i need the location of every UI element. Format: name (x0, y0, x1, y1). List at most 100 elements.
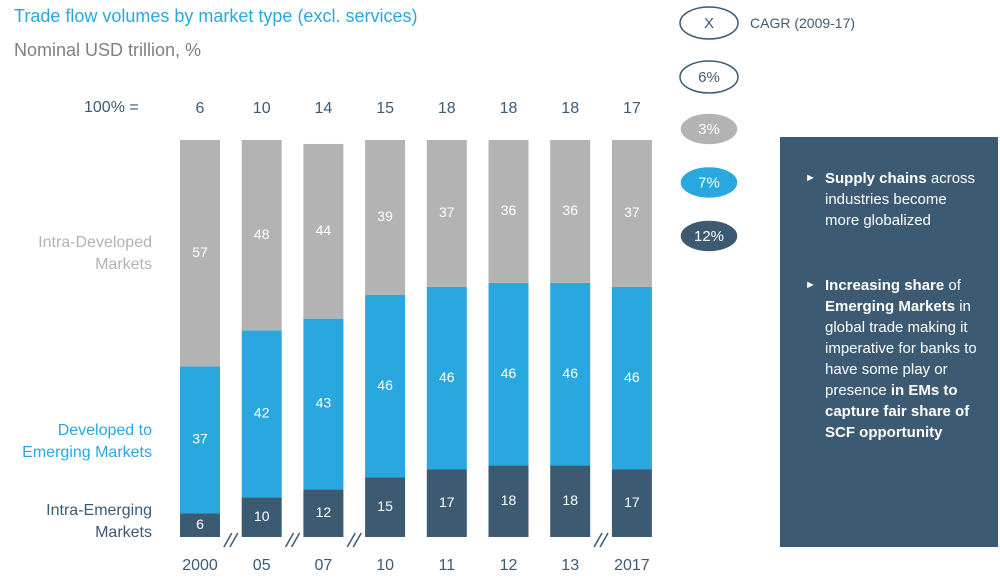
bar-segment (611, 140, 652, 287)
chart-subtitle: Nominal USD trillion, % (14, 40, 202, 60)
segment-label: 6 (196, 516, 204, 532)
segment-label: 18 (501, 492, 517, 508)
cagr-bubble (679, 6, 739, 40)
cagr-label: 12% (694, 228, 724, 245)
bar-segment (303, 143, 344, 319)
bar-segment (241, 330, 282, 498)
bar-segment (426, 469, 467, 537)
bar-segment (426, 286, 467, 470)
axis-break (223, 532, 233, 548)
bar-segment (303, 318, 344, 490)
axis-break (346, 532, 356, 548)
segment-label: 37 (439, 204, 455, 220)
segment-label: 18 (562, 492, 578, 508)
segment-label: 42 (254, 405, 270, 421)
x-tick-label: 2017 (614, 557, 650, 574)
note: ► Increasing share of Emerging Markets in… (805, 275, 985, 443)
bar-segment (550, 465, 591, 537)
note-text: Increasing share (825, 277, 945, 294)
note-text: Supply chains (825, 170, 927, 187)
segment-label: 46 (624, 369, 640, 385)
segment-label: 36 (501, 202, 517, 218)
segment-label: 57 (192, 244, 208, 260)
notes-panel: ► Supply chains across industries become … (780, 137, 998, 547)
segment-label: 37 (624, 204, 640, 220)
segment-label: 46 (377, 377, 393, 393)
bar-segment (241, 497, 282, 537)
total-label: 100% = (84, 99, 139, 116)
bar-segment (611, 286, 652, 470)
axis-break (593, 532, 603, 548)
segment-label: 43 (316, 395, 332, 411)
bullet: ► (805, 279, 816, 291)
total-value: 18 (438, 100, 456, 117)
cagr-bubble (679, 60, 739, 94)
bar-segment (488, 140, 529, 283)
note-text: Emerging Markets (825, 298, 956, 315)
axis-break (229, 532, 239, 548)
legend-label: Intra-Developed Markets (38, 234, 152, 273)
bar-segment (180, 140, 220, 367)
cagr-bubble (679, 219, 739, 253)
segment-label: 17 (624, 494, 640, 510)
segment-label: 17 (439, 494, 455, 510)
segment-label: 44 (316, 222, 332, 238)
total-value: 6 (196, 100, 205, 117)
bar-segment (488, 465, 529, 537)
total-value: 18 (561, 100, 579, 117)
note-text: across industries become more globalized (825, 170, 976, 229)
note-text: of (944, 277, 961, 294)
note-text: in EMs to capture fair share of SCF oppo… (825, 382, 970, 441)
cagr-label: 7% (698, 174, 720, 191)
total-value: 18 (500, 100, 518, 117)
segment-label: 12 (316, 504, 332, 520)
x-tick-label: 12 (500, 557, 518, 574)
bar-segment (550, 140, 591, 283)
bar-segment (365, 477, 406, 537)
x-tick-label: 11 (438, 557, 455, 574)
bar-segment (611, 469, 652, 537)
chart-title: Trade flow volumes by market type (excl.… (14, 6, 418, 26)
x-tick-label: 07 (315, 557, 333, 574)
bar-segment (550, 282, 591, 466)
segment-label: 46 (562, 365, 578, 381)
bar-segment (180, 513, 220, 537)
segment-label: 46 (439, 369, 455, 385)
note-text: in global trade making it imperative for… (825, 298, 977, 399)
segment-label: 39 (377, 208, 393, 224)
bar-segment (365, 294, 406, 478)
x-tick-label: 10 (376, 557, 394, 574)
cagr-bubble (679, 165, 739, 200)
bar-segment (426, 140, 467, 287)
cagr-label: X (704, 15, 714, 32)
axis-break (599, 532, 609, 548)
total-value: 17 (623, 100, 641, 117)
x-tick-label: 05 (253, 557, 271, 574)
bar-segment (488, 282, 529, 466)
segment-label: 37 (192, 430, 208, 446)
legend-label: Intra-Emerging Markets (46, 502, 152, 541)
cagr-label: 6% (698, 69, 720, 86)
total-value: 15 (376, 100, 394, 117)
cagr-title: CAGR (2009-17) (750, 15, 856, 31)
x-tick-label: 13 (561, 557, 579, 574)
bar-segment (303, 489, 344, 537)
segment-label: 46 (501, 365, 517, 381)
segment-label: 48 (254, 226, 270, 242)
bar-segment (365, 140, 406, 295)
bar-segment (241, 140, 282, 331)
x-tick-label: 2000 (182, 557, 218, 574)
legend-label: Developed to Emerging Markets (22, 422, 152, 461)
segment-label: 10 (254, 508, 270, 524)
axis-break (290, 532, 301, 548)
segment-label: 36 (562, 202, 578, 218)
cagr-bubble (679, 112, 739, 146)
axis-break (284, 532, 295, 548)
note: ► Supply chains across industries become … (805, 168, 985, 231)
bullet: ► (805, 172, 816, 184)
total-value: 14 (315, 100, 333, 117)
bar-segment (180, 366, 220, 514)
segment-label: 15 (377, 498, 393, 514)
